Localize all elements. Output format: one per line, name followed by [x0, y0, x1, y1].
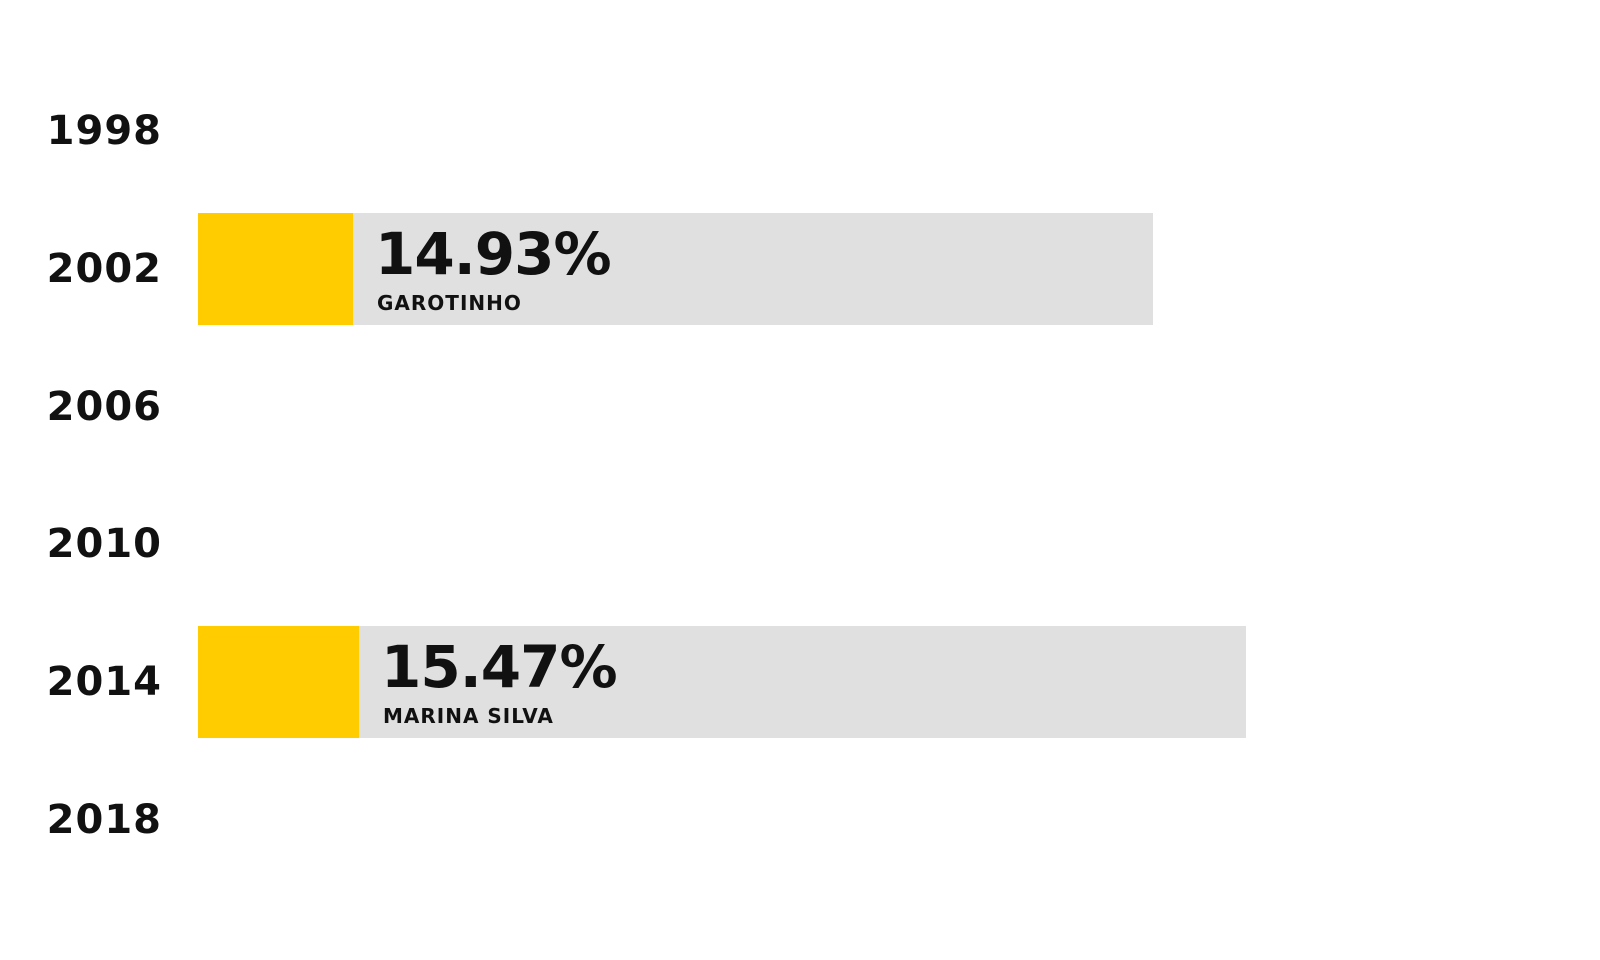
candidate-label: MARINA SILVA — [383, 704, 554, 728]
data-label: 15.47% — [381, 633, 618, 701]
category-label: 2006 — [46, 384, 162, 430]
category-label: 2014 — [46, 659, 162, 705]
bar-fill — [198, 213, 353, 325]
category-label: 2002 — [46, 246, 162, 292]
bar-row-1998: 1998 — [0, 75, 1600, 187]
bar-track: 14.93% GAROTINHO — [198, 213, 1153, 325]
category-label: 2018 — [46, 797, 162, 843]
bar-row-2018: 2018 — [0, 764, 1600, 876]
bar-row-2010: 2010 — [0, 488, 1600, 600]
bar-fill — [198, 626, 359, 738]
bar-track: 15.47% MARINA SILVA — [198, 626, 1246, 738]
bar-row-2002: 2002 14.93% GAROTINHO — [0, 213, 1600, 325]
data-label: 14.93% — [375, 220, 612, 288]
category-label: 2010 — [46, 521, 162, 567]
category-label: 1998 — [46, 108, 162, 154]
candidate-label: GAROTINHO — [377, 291, 522, 315]
bar-row-2006: 2006 — [0, 351, 1600, 463]
bar-row-2014: 2014 15.47% MARINA SILVA — [0, 626, 1600, 738]
